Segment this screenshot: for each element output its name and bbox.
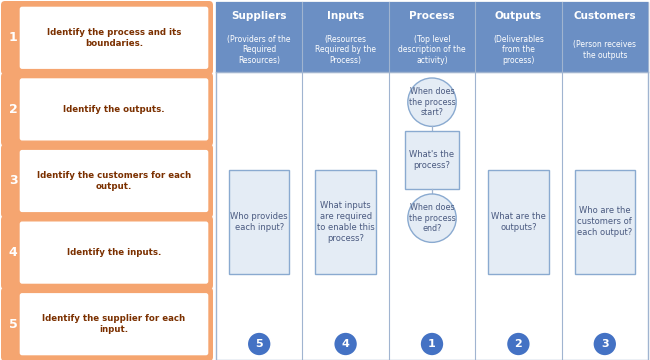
Text: (Resources
Required by the
Process): (Resources Required by the Process)	[315, 35, 376, 65]
Bar	[475, 2, 562, 72]
Text: 4: 4	[8, 246, 18, 259]
Circle shape	[506, 332, 530, 356]
Text: Identify the outputs.: Identify the outputs.	[63, 105, 165, 114]
Text: Suppliers: Suppliers	[231, 11, 287, 21]
FancyBboxPatch shape	[575, 170, 635, 274]
Text: (Providers of the
Required
Resources): (Providers of the Required Resources)	[227, 35, 291, 65]
Text: Identify the process and its
boundaries.: Identify the process and its boundaries.	[47, 28, 181, 48]
Circle shape	[408, 78, 456, 126]
Text: Inputs: Inputs	[327, 11, 364, 21]
FancyBboxPatch shape	[19, 6, 209, 69]
Text: (Deliverables
from the
process): (Deliverables from the process)	[493, 35, 544, 65]
Circle shape	[593, 332, 617, 356]
Bar	[562, 2, 648, 72]
Text: 3: 3	[601, 339, 608, 349]
FancyBboxPatch shape	[1, 73, 213, 146]
Circle shape	[408, 194, 456, 242]
Bar	[216, 2, 648, 360]
Text: 1: 1	[428, 339, 436, 349]
Text: Who are the
customers of
each output?: Who are the customers of each output?	[577, 206, 632, 237]
Text: Customers: Customers	[573, 11, 636, 21]
Text: What are the
outputs?: What are the outputs?	[491, 212, 546, 232]
Text: Process: Process	[410, 11, 455, 21]
Text: (Person receives
the outputs: (Person receives the outputs	[573, 40, 636, 60]
Circle shape	[333, 332, 358, 356]
Text: 5: 5	[8, 318, 18, 331]
Text: What's the
process?: What's the process?	[410, 150, 454, 170]
Bar	[302, 2, 389, 72]
Circle shape	[247, 332, 271, 356]
Text: When does
the process
start?: When does the process start?	[409, 87, 456, 117]
Text: 2: 2	[515, 339, 523, 349]
FancyBboxPatch shape	[19, 149, 209, 213]
FancyBboxPatch shape	[1, 287, 213, 360]
Text: (Top level
description of the
activity): (Top level description of the activity)	[398, 35, 466, 65]
Text: 5: 5	[255, 339, 263, 349]
Text: Outputs: Outputs	[495, 11, 542, 21]
Text: 3: 3	[8, 175, 18, 188]
FancyBboxPatch shape	[229, 170, 289, 274]
FancyBboxPatch shape	[1, 1, 213, 75]
Bar	[216, 2, 302, 72]
Text: When does
the process
end?: When does the process end?	[409, 203, 456, 233]
FancyBboxPatch shape	[19, 78, 209, 141]
Bar	[389, 2, 475, 72]
FancyBboxPatch shape	[19, 221, 209, 284]
Text: Who provides
each input?: Who provides each input?	[230, 212, 288, 232]
Text: Identify the supplier for each
input.: Identify the supplier for each input.	[42, 314, 185, 334]
Text: 1: 1	[8, 31, 18, 44]
FancyBboxPatch shape	[19, 292, 209, 356]
FancyBboxPatch shape	[1, 216, 213, 289]
Circle shape	[420, 332, 444, 356]
Text: 2: 2	[8, 103, 18, 116]
Text: 4: 4	[342, 339, 350, 349]
FancyBboxPatch shape	[488, 170, 549, 274]
Bar	[405, 131, 459, 189]
Text: What inputs
are required
to enable this
process?: What inputs are required to enable this …	[317, 201, 374, 243]
Text: Identify the customers for each
output.: Identify the customers for each output.	[37, 171, 191, 191]
FancyBboxPatch shape	[315, 170, 376, 274]
Text: Identify the inputs.: Identify the inputs.	[67, 248, 161, 257]
FancyBboxPatch shape	[1, 144, 213, 218]
